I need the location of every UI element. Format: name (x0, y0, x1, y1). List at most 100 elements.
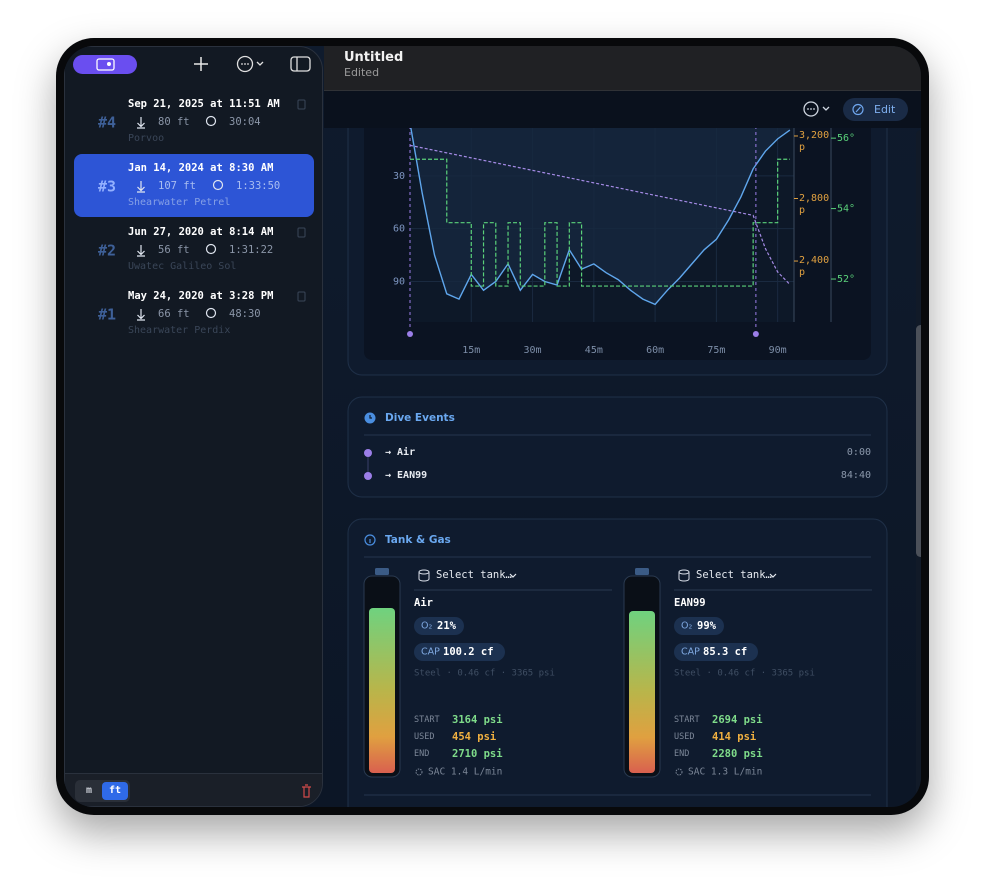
y2-tick-label: 2,800 p (799, 192, 830, 216)
event-marker (752, 331, 759, 337)
event-time: 84:40 (840, 470, 871, 481)
dive-location: Porvoo (128, 133, 165, 144)
cap-pill (674, 643, 758, 661)
tank-valve (635, 568, 649, 575)
events-card (347, 396, 888, 498)
sac-value: SAC 1.4 L/min (428, 766, 503, 778)
dive-number: #3 (98, 177, 117, 196)
dive-duration: 1:31:22 (229, 243, 274, 256)
used-label: USED (414, 731, 435, 742)
y-tick-label: 30 (393, 171, 405, 182)
cap-pill (414, 643, 505, 661)
used-label: USED (674, 731, 695, 742)
sidebar (64, 46, 323, 807)
o2-label: O₂ (421, 620, 433, 632)
sac-value: SAC 1.3 L/min (688, 766, 763, 778)
series-line (410, 158, 790, 287)
o2-pill (674, 617, 724, 635)
dive-location: Shearwater Petrel (128, 197, 231, 208)
window-subtitle: Edited (344, 66, 380, 79)
gas-name: Air (414, 596, 433, 609)
cap-value: 100.2 cf (443, 645, 494, 658)
start-value: 3164 psi (452, 713, 503, 726)
end-label: END (674, 748, 690, 759)
event-label: → EAN99 (385, 470, 428, 481)
y2-tick-label: 3,200 p (799, 129, 830, 153)
tank-fill (369, 608, 395, 773)
dive-date: May 24, 2020 at 3:28 PM (128, 289, 274, 302)
window: 30 60 90 15m 30m 45m 60m 75m 90m 56° 54° 52° 3,200 … (64, 46, 921, 807)
x-tick-label: 45m (585, 345, 603, 356)
dive-depth: 56 ft (158, 243, 190, 256)
dive-duration: 1:33:50 (236, 179, 281, 192)
dive-location: Shearwater Perdix (128, 325, 231, 336)
o2-value: 21% (437, 619, 456, 632)
x-tick-label: 75m (707, 345, 725, 356)
cap-label: CAP (681, 646, 700, 658)
scroll-content: 30 60 90 15m 30m 45m 60m 75m 90m 56° 54° 52° 3,200 … (324, 128, 921, 807)
dive-number: #4 (98, 113, 117, 132)
end-value: 2710 psi (452, 747, 503, 760)
event-time: 0:00 (846, 447, 871, 458)
o2-value: 99% (697, 619, 716, 632)
dive-date: Jun 27, 2020 at 8:14 AM (128, 225, 274, 238)
edit-label[interactable]: Edit (874, 103, 896, 116)
sidebar-footer (65, 773, 322, 806)
dive-number: #2 (98, 241, 117, 260)
chevron (769, 573, 777, 578)
depth-area (410, 128, 790, 305)
o2-label: O₂ (681, 620, 693, 632)
x-tick-label: 90m (769, 345, 787, 356)
cap-value: 85.3 cf (703, 645, 748, 658)
tank-spec: Steel · 0.46 cf · 3365 psi (414, 668, 555, 679)
tank-select: Select tank… (696, 568, 772, 581)
start-value: 2694 psi (712, 713, 763, 726)
dive-duration: 30:04 (229, 115, 261, 128)
scroll-area: 30 60 90 15m 30m 45m 60m 75m 90m 56° 54° 52° 3,200 … (324, 128, 921, 807)
y2-tick-label: 2,400 p (799, 255, 830, 279)
y3-tick-label: 56° (837, 133, 855, 144)
cylinder-icon-body (418, 572, 430, 582)
tank-spec: Steel · 0.46 cf · 3365 psi (674, 668, 815, 679)
tank-select: Select tank… (436, 568, 512, 581)
dive-number: #1 (98, 305, 117, 324)
content-graphics: 30 60 90 15m 30m 45m 60m 75m 90m 56° 54° 52° (347, 128, 888, 807)
dive-location: Uwatec Galileo Sol (128, 261, 237, 272)
x-tick-label: 60m (646, 345, 664, 356)
unit-option: m (85, 785, 93, 796)
tank-fill (629, 611, 655, 773)
dive-depth: 107 ft (158, 179, 196, 192)
series-line (410, 128, 791, 306)
dive-date: Jan 14, 2024 at 8:30 AM (128, 161, 274, 174)
start-label: START (674, 714, 700, 725)
gas-name: EAN99 (674, 596, 706, 609)
event-marker (407, 331, 413, 337)
unit-option: ft (108, 785, 122, 796)
dive-duration: 48:30 (229, 307, 261, 320)
card-title: Tank & Gas (385, 533, 451, 546)
card-title: Dive Events (385, 411, 455, 424)
title-bar (324, 46, 921, 91)
x-tick-label: 15m (462, 345, 480, 356)
sac-icon (415, 768, 423, 776)
chevron (509, 573, 517, 578)
o2-pill (414, 617, 464, 635)
toolbar (324, 91, 921, 128)
y-tick-label: 90 (393, 276, 405, 287)
window-content: 30 60 90 15m 30m 45m 60m 75m 90m 56° 54° 52° 3,200 … (64, 46, 921, 807)
event-label: → Air (385, 447, 416, 458)
cylinder-icon-body (678, 572, 690, 582)
info-icon (364, 534, 376, 546)
y-tick-label: 60 (393, 224, 405, 235)
end-label: END (414, 748, 430, 759)
event-dot (364, 449, 372, 457)
dive-date: Sep 21, 2025 at 11:51 AM (128, 97, 280, 110)
dive-depth: 80 ft (158, 115, 190, 128)
x-tick-label: 30m (524, 345, 542, 356)
cap-label: CAP (421, 646, 440, 658)
used-value: 414 psi (712, 730, 757, 743)
tank-valve (375, 568, 389, 575)
start-label: START (414, 714, 440, 725)
event-dot (364, 472, 372, 480)
